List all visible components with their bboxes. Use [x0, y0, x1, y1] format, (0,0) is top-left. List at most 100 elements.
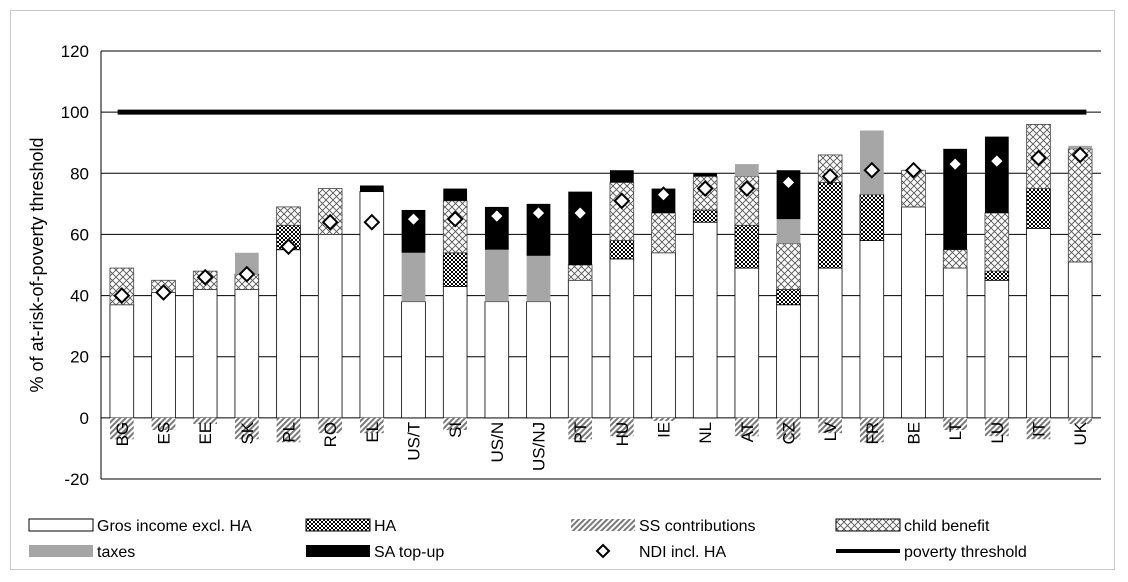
bar-segment-ss-contributions — [276, 417, 301, 443]
y-axis-label: % of at-risk-of-poverty threshold — [27, 137, 47, 392]
bar-segment-child-benefit — [567, 264, 593, 281]
ndi-marker — [363, 213, 381, 231]
bar-segment-taxes — [776, 219, 801, 244]
category-labels: BG ES EE SK PL RO EL US/T SI US/N US/NJ PT HU IE NL AT C… — [113, 421, 1090, 471]
bar-segment-gros-income-excl-ha — [401, 301, 426, 419]
legend-label: Gros income excl. HA — [97, 518, 252, 535]
bar-segment-gros-income-excl-ha — [651, 252, 676, 419]
bar-segment-ss-contributions — [609, 417, 634, 437]
ndi-marker — [905, 161, 922, 179]
category-label: FR — [863, 422, 882, 445]
ndi-marker — [1030, 149, 1047, 167]
bar-segment-gros-income-excl-ha — [567, 279, 593, 419]
ndi-marker — [155, 284, 172, 301]
bar-segment-gros-income-excl-ha — [1067, 261, 1093, 419]
bar-segment-ss-contributions — [443, 417, 468, 431]
bar-segment-ha — [1026, 188, 1051, 229]
legend-swatch — [305, 518, 371, 532]
ndi-marker — [280, 238, 297, 256]
y-tick-label: 0 — [80, 409, 89, 428]
bar-segment-ss-contributions — [651, 417, 676, 421]
bar-segment-taxes — [401, 252, 426, 302]
bar-segment-gros-income-excl-ha — [442, 285, 468, 419]
y-tick-label: 120 — [61, 42, 89, 61]
bar-segment-sa-top-up — [526, 203, 551, 256]
y-tick-label: 20 — [70, 348, 89, 367]
ndi-marker — [946, 155, 964, 173]
bar-segment-ss-contributions — [1026, 417, 1051, 440]
legend-label: NDI incl. HA — [639, 544, 726, 561]
bar-segment-sa-top-up — [359, 185, 384, 192]
category-label: EL — [363, 422, 382, 443]
y-tick-label: 60 — [70, 225, 89, 244]
category-label: RO — [321, 422, 340, 448]
ndi-marker — [446, 210, 464, 228]
legend-label: SS contributions — [639, 518, 756, 535]
bar-segment-ss-contributions — [1068, 417, 1093, 424]
legend-label: child benefit — [904, 518, 990, 535]
chart: -20 0 20 40 60 80 100 120 BG ES EE SK PL RO EL US/T SI U… — [27, 42, 1101, 561]
bars — [109, 123, 1093, 443]
bar-segment-ha — [984, 270, 1010, 281]
bar-segment-ss-contributions — [234, 417, 259, 440]
bar-segment-taxes — [734, 164, 759, 177]
legend: Gros income excl. HA HA SS contributions ch… — [28, 518, 1027, 561]
legend-swatch — [28, 518, 94, 532]
bar-segment-sa-top-up — [568, 191, 593, 265]
ndi-marker — [821, 167, 839, 185]
category-label: SI — [446, 422, 465, 438]
bar-segment-gros-income-excl-ha — [151, 292, 176, 419]
bar-segment-sa-top-up — [984, 136, 1009, 214]
ndi-marker — [696, 180, 714, 197]
bar-segment-gros-income-excl-ha — [901, 206, 926, 419]
category-label: IE — [655, 422, 674, 438]
category-label: CZ — [780, 422, 799, 445]
bar-segment-gros-income-excl-ha — [859, 240, 885, 419]
ndi-marker — [738, 180, 756, 197]
bar-segment-ha — [859, 194, 885, 241]
ndi-marker — [196, 268, 214, 286]
bar-segment-taxes — [526, 255, 551, 302]
bar-segment-ha — [734, 224, 760, 269]
y-tick-label: -20 — [64, 470, 89, 489]
category-label: HU — [613, 422, 632, 447]
bar-segment-gros-income-excl-ha — [609, 258, 635, 419]
legend-swatch — [29, 545, 93, 557]
bar-segment-ss-contributions — [568, 417, 593, 440]
legend-swatch — [571, 519, 635, 531]
category-label: US/T — [405, 422, 424, 461]
bar-segment-gros-income-excl-ha — [109, 304, 135, 419]
ndi-marker — [988, 152, 1006, 170]
bar-segment-ss-contributions — [859, 417, 884, 443]
bar-segment-ha — [692, 209, 718, 223]
bar-segment-gros-income-excl-ha — [984, 279, 1010, 419]
bar-segment-gros-income-excl-ha — [734, 267, 760, 419]
bar-segment-sa-top-up — [443, 188, 468, 201]
category-label: BE — [905, 422, 924, 445]
category-label: LT — [946, 422, 965, 441]
legend-label: poverty threshold — [904, 544, 1027, 561]
bar-segment-child-benefit — [276, 206, 301, 226]
legend-swatch — [835, 518, 901, 532]
category-label: NL — [696, 422, 715, 444]
bar-segment-child-benefit — [609, 182, 635, 241]
bar-segment-gros-income-excl-ha — [942, 267, 968, 419]
legend-swatch — [595, 543, 611, 559]
bar-segment-ha — [609, 240, 635, 260]
bar-segment-gros-income-excl-ha — [1026, 227, 1051, 419]
bar-segment-ss-contributions — [818, 417, 843, 434]
ndi-marker — [780, 174, 797, 191]
bar-segment-ss-contributions — [943, 417, 968, 431]
category-label: SK — [238, 421, 257, 444]
ndi-marker — [405, 210, 422, 228]
category-label: EE — [196, 422, 215, 445]
bar-segment-ha — [442, 252, 468, 287]
category-label: ES — [155, 422, 174, 445]
ndi-marker — [488, 207, 506, 225]
y-axis-ticks: -20 0 20 40 60 80 100 120 — [61, 42, 89, 489]
bar-segment-child-benefit — [984, 212, 1010, 272]
bar-segment-taxes — [484, 249, 509, 302]
ndi-marker — [530, 204, 547, 222]
bar-segment-child-benefit — [942, 249, 968, 269]
ndi-marker — [113, 287, 131, 304]
